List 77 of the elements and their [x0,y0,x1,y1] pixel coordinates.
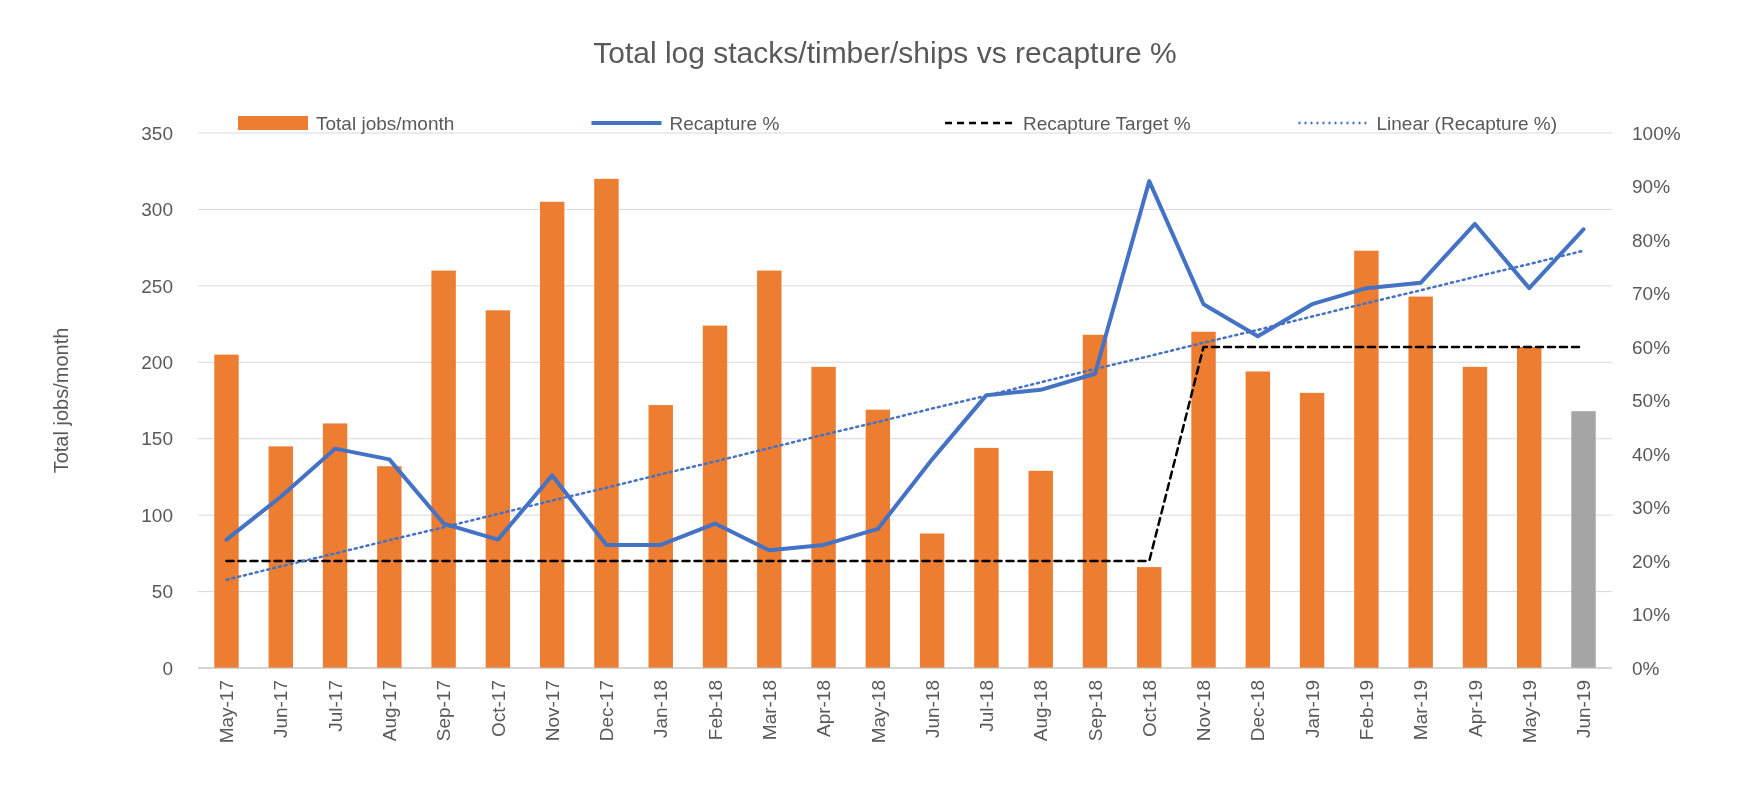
y2-tick-label: 20% [1632,550,1671,572]
x-tick-label: Sep-18 [1084,680,1106,742]
bar [322,423,348,668]
y-tick-label: 50 [151,581,173,603]
x-tick-label: May-19 [1518,680,1540,744]
legend-label: Total jobs/month [316,112,455,134]
legend-label: Linear (Recapture %) [1376,112,1558,134]
bar [702,325,728,668]
y-tick-label: 350 [141,122,173,144]
x-tick-label: Nov-18 [1193,680,1215,742]
bar [214,354,239,668]
x-tick-label: Dec-17 [596,680,618,742]
bar [485,310,511,668]
bar [377,466,402,668]
x-tick-label: Oct-17 [487,680,509,738]
x-tick-label: Dec-18 [1247,680,1269,742]
legend-label: Recapture Target % [1023,112,1191,134]
bar [757,270,782,668]
x-tick-label: Aug-18 [1030,680,1052,742]
x-tick-label: Jul-17 [324,680,346,732]
x-tick-label: Aug-17 [378,680,400,742]
bar [865,409,891,668]
x-tick-label: Sep-17 [433,680,455,742]
bar [1408,296,1433,668]
bar [1354,250,1379,668]
y2-tick-label: 90% [1632,176,1671,198]
bar [974,447,999,668]
bar [1571,411,1596,668]
bar [1517,347,1542,668]
y-tick-label: 100 [141,504,173,526]
x-tick-label: Oct-18 [1138,680,1160,738]
bar [594,178,619,668]
x-tick-label: Feb-19 [1356,680,1378,741]
bar [1028,470,1053,668]
x-tick-label: May-17 [216,680,238,744]
bar [811,366,836,668]
bar [431,270,456,668]
x-tick-label: Jun-19 [1573,680,1595,739]
bar [1191,331,1216,668]
x-tick-label: Nov-17 [541,680,563,742]
x-tick-label: Apr-18 [813,680,835,738]
y-tick-label: 300 [141,199,173,221]
y2-tick-label: 40% [1632,443,1671,465]
bar [268,446,293,668]
y2-tick-label: 70% [1632,283,1671,305]
y2-tick-label: 30% [1632,497,1671,519]
x-tick-label: Jan-19 [1301,680,1323,739]
bar [1082,334,1108,668]
y2-tick-label: 100% [1632,122,1681,144]
chart-title: Total log stacks/timber/ships vs recapture % [593,36,1177,69]
x-tick-label: Mar-19 [1410,680,1432,741]
y-axis-title: Total jobs/month [50,327,72,474]
bar [539,201,565,668]
x-tick-label: Jun-18 [921,680,943,739]
x-tick-label: Jun-17 [270,680,292,739]
y2-tick-label: 10% [1632,604,1671,626]
y2-tick-label: 80% [1632,229,1671,251]
bar [919,533,945,668]
bar [1462,366,1488,668]
x-tick-label: Mar-18 [758,680,780,741]
bar [648,405,673,668]
bar [1245,371,1271,668]
y-tick-label: 150 [141,428,173,450]
x-tick-label: Feb-18 [704,680,726,741]
y2-tick-label: 0% [1632,657,1660,679]
y2-tick-label: 50% [1632,390,1671,412]
x-tick-label: Apr-19 [1464,680,1486,738]
x-tick-label: Jul-18 [976,680,998,732]
legend-label: Recapture % [669,112,780,134]
bar [1299,392,1325,668]
x-tick-label: Jan-18 [650,680,672,739]
y-tick-label: 0 [162,657,173,679]
y-tick-label: 200 [141,351,173,373]
bar [1137,567,1162,668]
y-tick-label: 250 [141,275,173,297]
y2-tick-label: 60% [1632,336,1671,358]
x-tick-label: May-18 [867,680,889,744]
